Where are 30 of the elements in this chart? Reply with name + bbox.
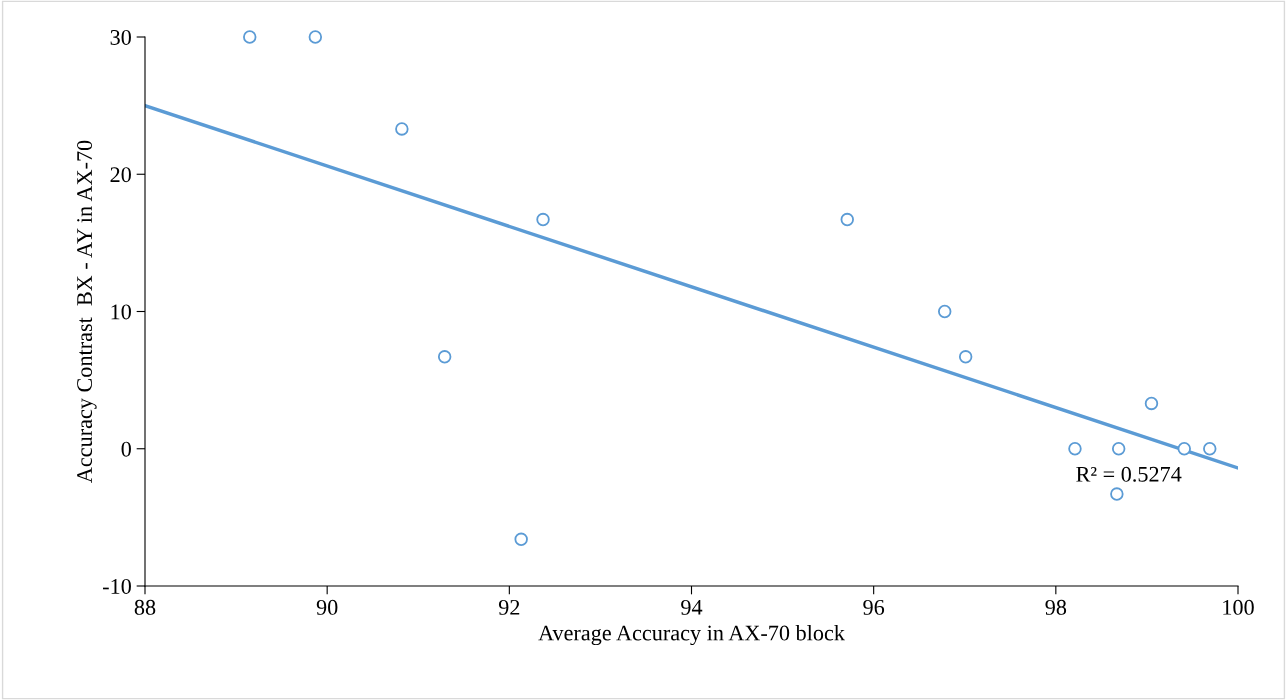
x-tick-label: 96 bbox=[863, 599, 885, 615]
x-axis-title: Average Accuracy in AX-70 block bbox=[538, 624, 845, 646]
point bbox=[395, 122, 409, 136]
point bbox=[243, 30, 257, 44]
annotation: R² = 0.5274 bbox=[1076, 466, 1182, 482]
point bbox=[437, 350, 452, 364]
y-axis-title: Accuracy Contrast BX - AY in AX-70 bbox=[77, 140, 97, 483]
x-tick-label: 88 bbox=[134, 599, 156, 615]
point bbox=[958, 350, 973, 364]
x-tick-label: 98 bbox=[1045, 599, 1067, 615]
y-tick-label: 0 bbox=[121, 441, 131, 457]
y-tick-label: 20 bbox=[110, 167, 131, 183]
x-tick-label: 92 bbox=[498, 599, 520, 615]
point bbox=[840, 212, 854, 227]
point bbox=[1144, 396, 1159, 411]
y-tick-label: -10 bbox=[103, 578, 131, 594]
x-tick-label: 90 bbox=[316, 599, 338, 615]
point bbox=[1110, 487, 1124, 501]
point bbox=[514, 532, 528, 547]
point bbox=[308, 30, 323, 44]
y-tick-label: 10 bbox=[111, 304, 131, 320]
x-tick-label: 94 bbox=[681, 599, 703, 615]
point bbox=[1068, 442, 1082, 456]
point bbox=[1111, 442, 1126, 456]
point bbox=[937, 304, 952, 319]
point bbox=[1177, 442, 1191, 456]
y-tick-label: 30 bbox=[110, 29, 131, 45]
point bbox=[536, 212, 550, 227]
point bbox=[1203, 442, 1217, 456]
x-tick-label: 100 bbox=[1223, 599, 1254, 615]
